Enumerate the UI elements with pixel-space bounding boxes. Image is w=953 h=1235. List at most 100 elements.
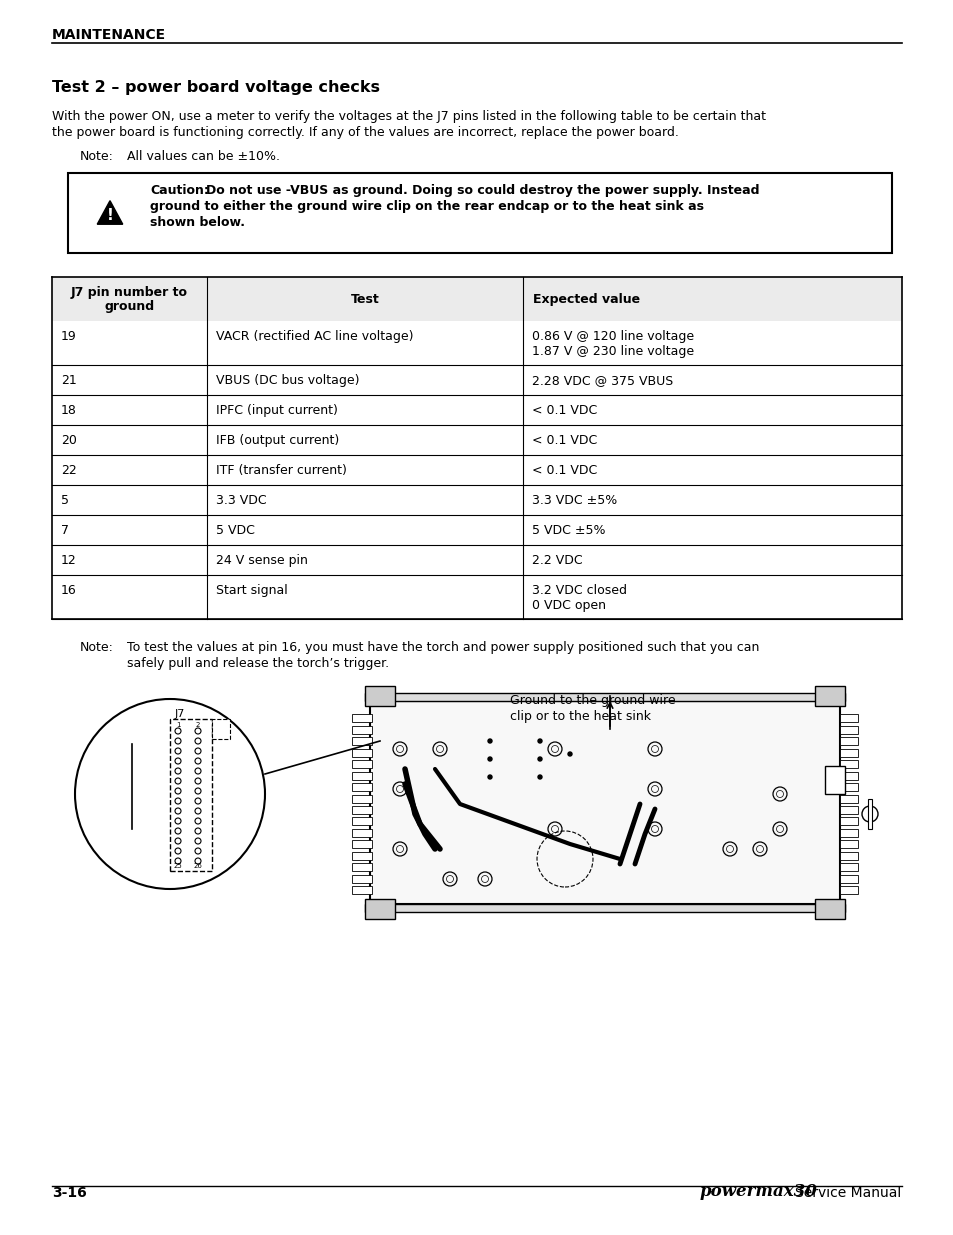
Bar (840, 783, 857, 792)
Bar (68, 173, 891, 253)
Text: IFB (output current): IFB (output current) (215, 433, 339, 447)
Text: safely pull and release the torch’s trigger.: safely pull and release the torch’s trig… (127, 657, 389, 671)
Bar (365, 693, 844, 701)
Text: 12: 12 (61, 555, 76, 567)
Text: 18: 18 (61, 404, 77, 417)
Bar (840, 772, 857, 779)
Bar (824, 766, 844, 794)
Text: 3.2 VDC closed: 3.2 VDC closed (532, 584, 626, 597)
Text: Start signal: Start signal (215, 584, 288, 597)
Bar (170, 719, 212, 871)
Text: shown below.: shown below. (150, 216, 245, 228)
Bar (352, 726, 372, 734)
Text: MAINTENANCE: MAINTENANCE (52, 28, 166, 42)
Bar (352, 748, 372, 757)
Bar (352, 806, 372, 814)
Text: 26: 26 (193, 863, 202, 869)
Bar (352, 714, 372, 722)
Bar (52, 277, 901, 321)
Text: Note:: Note: (80, 149, 113, 163)
Text: powermax30: powermax30 (700, 1183, 817, 1200)
Circle shape (537, 776, 541, 779)
Text: 25: 25 (173, 863, 182, 869)
Text: 2.28 VDC @ 375 VBUS: 2.28 VDC @ 375 VBUS (532, 374, 673, 387)
Bar (840, 726, 857, 734)
Text: 21: 21 (61, 374, 76, 387)
Bar (352, 829, 372, 837)
Bar (352, 863, 372, 871)
Bar (352, 772, 372, 779)
Bar (840, 840, 857, 848)
Text: 5: 5 (61, 494, 69, 508)
Bar (867, 799, 871, 829)
Bar (840, 794, 857, 803)
Text: !: ! (107, 209, 113, 224)
Text: 7: 7 (61, 524, 69, 537)
Bar (370, 701, 840, 904)
Bar (814, 899, 844, 919)
Bar (352, 783, 372, 792)
Text: 5 VDC ±5%: 5 VDC ±5% (532, 524, 605, 537)
Bar (840, 818, 857, 825)
Text: VACR (rectified AC line voltage): VACR (rectified AC line voltage) (215, 330, 413, 343)
Text: < 0.1 VDC: < 0.1 VDC (532, 464, 597, 477)
Text: 1: 1 (175, 722, 180, 727)
Text: < 0.1 VDC: < 0.1 VDC (532, 404, 597, 417)
Bar (352, 885, 372, 894)
Text: Service Manual: Service Manual (794, 1186, 901, 1200)
Bar (840, 874, 857, 883)
Text: 3.3 VDC: 3.3 VDC (215, 494, 266, 508)
Circle shape (488, 776, 492, 779)
Bar (840, 761, 857, 768)
Bar (352, 840, 372, 848)
Text: 16: 16 (61, 584, 76, 597)
Text: 2: 2 (195, 722, 200, 727)
Text: J7 pin number to: J7 pin number to (71, 287, 188, 299)
Bar (840, 852, 857, 860)
Bar (840, 737, 857, 745)
Bar (352, 737, 372, 745)
Bar (840, 863, 857, 871)
Bar (840, 714, 857, 722)
Text: Do not use -VBUS as ground. Doing so could destroy the power supply. Instead: Do not use -VBUS as ground. Doing so cou… (206, 184, 759, 198)
Text: Test 2 – power board voltage checks: Test 2 – power board voltage checks (52, 80, 379, 95)
Text: 5 VDC: 5 VDC (215, 524, 254, 537)
Text: Note:: Note: (80, 641, 113, 655)
Circle shape (488, 739, 492, 743)
Text: 0.86 V @ 120 line voltage: 0.86 V @ 120 line voltage (532, 330, 694, 343)
Bar (840, 829, 857, 837)
Text: clip or to the heat sink: clip or to the heat sink (510, 710, 650, 722)
Bar (212, 719, 230, 739)
Bar (365, 685, 395, 706)
Bar (840, 885, 857, 894)
Text: 3.3 VDC ±5%: 3.3 VDC ±5% (532, 494, 617, 508)
Text: 1.87 V @ 230 line voltage: 1.87 V @ 230 line voltage (532, 345, 694, 358)
Bar (352, 794, 372, 803)
Text: 3-16: 3-16 (52, 1186, 87, 1200)
Text: Caution:: Caution: (150, 184, 209, 198)
Circle shape (488, 757, 492, 761)
Text: 19: 19 (61, 330, 76, 343)
Text: With the power ON, use a meter to verify the voltages at the J7 pins listed in t: With the power ON, use a meter to verify… (52, 110, 765, 124)
Bar (352, 761, 372, 768)
Text: ground: ground (104, 300, 154, 312)
Text: 22: 22 (61, 464, 76, 477)
Text: 2.2 VDC: 2.2 VDC (532, 555, 582, 567)
Text: the power board is functioning correctly. If any of the values are incorrect, re: the power board is functioning correctly… (52, 126, 679, 140)
Text: ITF (transfer current): ITF (transfer current) (215, 464, 347, 477)
Text: < 0.1 VDC: < 0.1 VDC (532, 433, 597, 447)
Text: To test the values at pin 16, you must have the torch and power supply positione: To test the values at pin 16, you must h… (127, 641, 759, 655)
Text: VBUS (DC bus voltage): VBUS (DC bus voltage) (215, 374, 359, 387)
Text: ground to either the ground wire clip on the rear endcap or to the heat sink as: ground to either the ground wire clip on… (150, 200, 703, 212)
Text: Expected value: Expected value (533, 293, 639, 306)
Text: IPFC (input current): IPFC (input current) (215, 404, 337, 417)
Circle shape (537, 739, 541, 743)
Circle shape (537, 757, 541, 761)
Text: Ground to the ground wire: Ground to the ground wire (510, 694, 675, 706)
Bar (814, 685, 844, 706)
Text: 20: 20 (61, 433, 77, 447)
Bar (352, 852, 372, 860)
Text: 24 V sense pin: 24 V sense pin (215, 555, 308, 567)
Bar (365, 899, 395, 919)
Circle shape (567, 752, 572, 756)
